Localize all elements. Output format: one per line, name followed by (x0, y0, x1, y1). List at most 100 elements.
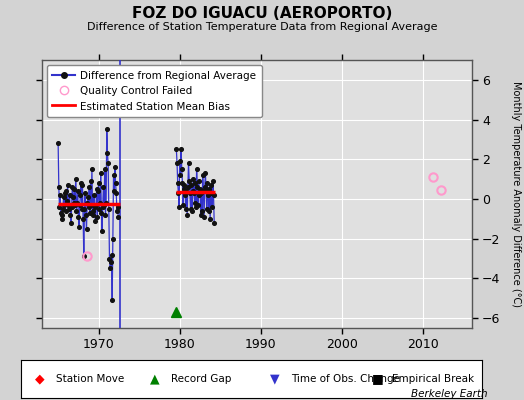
Point (91, 204, 99, 210)
Point (56, 192, 64, 198)
Point (175, 204, 183, 210)
Point (201, 184, 209, 190)
Point (58, 216, 67, 222)
Point (68, 204, 76, 210)
Point (67, 220, 75, 226)
Point (66, 212, 74, 218)
Point (113, 204, 122, 210)
Point (103, 150, 112, 156)
Point (183, 212, 191, 218)
Point (70, 200, 78, 206)
Point (105, 255, 114, 262)
Point (91, 218, 100, 224)
Point (96, 200, 104, 206)
Point (108, 236, 117, 242)
Point (101, 212, 110, 218)
Point (78, 206, 86, 212)
Text: Difference of Station Temperature Data from Regional Average: Difference of Station Temperature Data f… (87, 22, 437, 32)
Point (195, 192, 203, 198)
Point (94, 180, 103, 186)
Point (112, 180, 120, 186)
Point (184, 160, 193, 166)
Point (185, 178, 193, 184)
Point (77, 180, 85, 186)
Point (190, 190, 198, 196)
Point (75, 224, 83, 230)
Point (201, 170, 210, 176)
Point (69, 194, 77, 200)
Point (193, 184, 202, 190)
Text: Station Move: Station Move (56, 374, 124, 384)
Point (209, 178, 217, 184)
Point (111, 164, 119, 170)
Point (57, 210, 65, 216)
Point (61, 208, 70, 214)
Point (206, 190, 215, 196)
Point (88, 166, 96, 172)
Point (196, 212, 205, 218)
Point (203, 180, 212, 186)
Point (97, 210, 105, 216)
Point (89, 208, 97, 214)
Point (75, 202, 84, 208)
Text: ▼: ▼ (270, 372, 280, 386)
Point (209, 192, 217, 198)
Point (105, 206, 113, 212)
Point (197, 190, 205, 196)
Point (110, 172, 118, 178)
Point (66, 192, 74, 198)
Point (59, 206, 67, 212)
Point (192, 166, 201, 172)
Point (190, 200, 199, 206)
Point (179, 202, 187, 208)
Point (203, 206, 211, 212)
Point (182, 188, 191, 194)
Point (178, 180, 187, 186)
Point (187, 182, 195, 188)
Point (173, 180, 182, 186)
Point (176, 172, 184, 178)
Point (202, 188, 210, 194)
Point (103, 126, 111, 133)
Text: ▲: ▲ (150, 372, 160, 386)
Point (189, 176, 198, 182)
Point (92, 202, 100, 208)
Point (112, 190, 121, 196)
Point (199, 188, 208, 194)
Text: FOZ DO IGUACU (AEROPORTO): FOZ DO IGUACU (AEROPORTO) (132, 6, 392, 21)
Point (208, 182, 216, 188)
Point (86, 210, 94, 216)
Point (81, 190, 90, 196)
Point (54, 140, 62, 146)
Point (200, 214, 208, 220)
Point (83, 200, 91, 206)
Point (100, 202, 108, 208)
Point (99, 184, 107, 190)
Point (57, 212, 66, 218)
Point (180, 182, 189, 188)
Point (61, 190, 69, 196)
Point (188, 208, 196, 214)
Point (208, 204, 216, 210)
Text: Empirical Break: Empirical Break (392, 374, 474, 384)
Point (108, 297, 116, 304)
Point (194, 202, 202, 208)
Point (80, 252, 88, 259)
Point (94, 188, 102, 194)
Point (93, 214, 102, 220)
Point (63, 182, 72, 188)
Point (191, 180, 200, 186)
Point (183, 184, 192, 190)
Point (206, 216, 214, 222)
Point (82, 226, 91, 232)
Point (74, 214, 83, 220)
Point (89, 212, 97, 218)
Point (196, 186, 204, 192)
Point (71, 176, 80, 182)
Point (79, 216, 88, 222)
Point (73, 200, 81, 206)
Point (86, 178, 95, 184)
Point (71, 202, 79, 208)
Point (62, 188, 70, 194)
Point (98, 228, 106, 234)
